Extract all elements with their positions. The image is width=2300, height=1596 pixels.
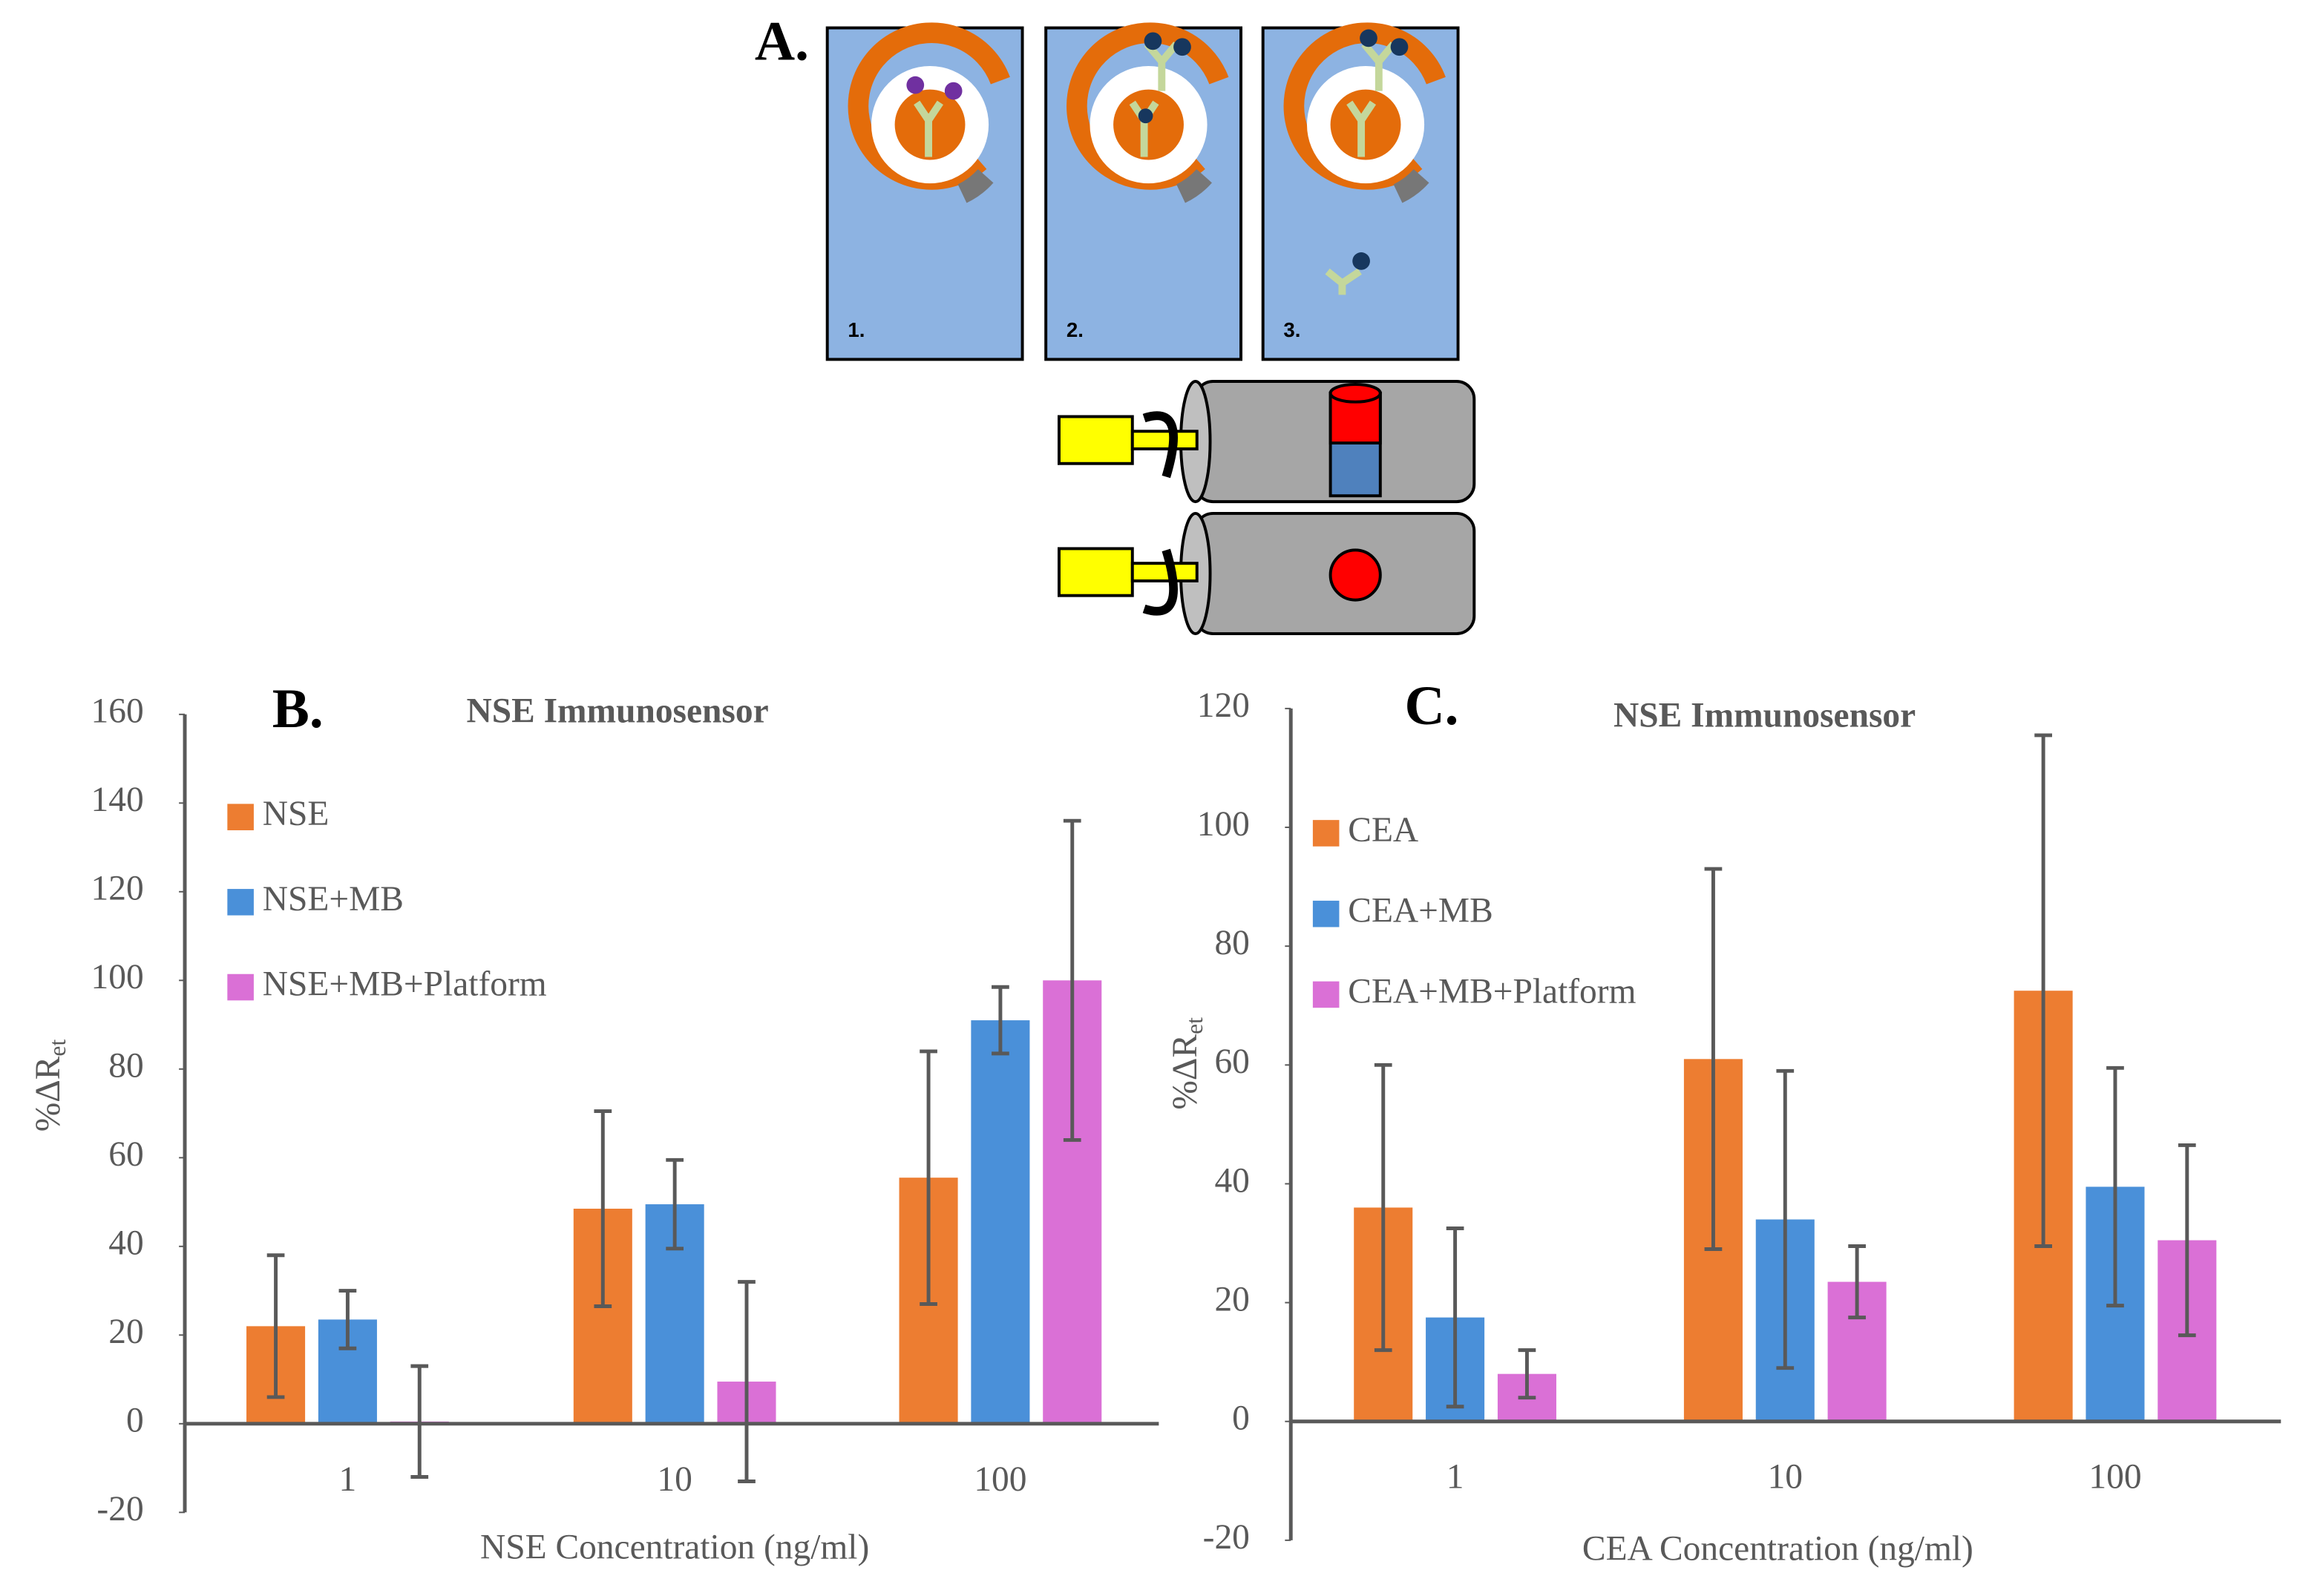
y-tick-label: 0 [126, 1402, 144, 1440]
panel-label: B. [272, 678, 324, 740]
error-bar [1446, 1226, 1464, 1409]
y-axis-label-main: %ΔR [1166, 1034, 1205, 1110]
panel-label: A. [755, 10, 809, 72]
y-tick-label: -20 [96, 1490, 143, 1528]
legend-swatch [227, 973, 254, 1001]
y-tick-label: -20 [1203, 1518, 1250, 1557]
x-axis-label: CEA Concentration (ng/ml) [1582, 1530, 1973, 1569]
y-tick-label: 20 [1214, 1280, 1249, 1318]
y-axis-label: %ΔRet [29, 1040, 71, 1132]
y-axis-label-sub: et [1182, 1017, 1208, 1034]
y-tick-label: 160 [91, 692, 144, 731]
legend-swatch [1312, 820, 1340, 847]
diagram-panel: 1. [825, 22, 1024, 361]
error-bar [920, 1049, 937, 1306]
x-tick-label: 10 [657, 1460, 692, 1499]
panel-number: 1. [848, 318, 865, 341]
panel-number: 3. [1283, 318, 1300, 341]
error-bar [266, 1253, 285, 1399]
error-bar [2178, 1143, 2196, 1338]
error-bar [992, 985, 1009, 1056]
y-tick-label: 140 [91, 781, 144, 819]
legend-label: CEA [1348, 811, 1418, 850]
error-bar [738, 1280, 756, 1483]
error-bar [1776, 1068, 1795, 1370]
y-tick-label: 0 [1232, 1399, 1250, 1438]
y-tick-label: 80 [108, 1047, 143, 1086]
y-tick-label: 80 [1214, 924, 1249, 962]
cylinder [1057, 380, 1476, 504]
y-tick-label: 120 [1197, 686, 1250, 725]
x-tick-label: 100 [2088, 1458, 2141, 1497]
y-tick-label: 20 [108, 1313, 143, 1351]
error-bar [2106, 1065, 2124, 1308]
y-tick-label: 120 [91, 870, 144, 908]
legend-swatch [227, 804, 254, 830]
diagram: A. 1. 2. 3. [755, 10, 1476, 636]
error-bar [666, 1157, 684, 1251]
x-tick-label: 100 [974, 1460, 1026, 1499]
error-bar [1374, 1063, 1392, 1353]
x-tick-label: 10 [1768, 1458, 1803, 1497]
chart-title: NSE Immunosensor [466, 692, 768, 731]
y-tick-label: 40 [108, 1224, 143, 1263]
error-bar [2034, 733, 2052, 1249]
y-tick-label: 60 [1214, 1042, 1249, 1081]
error-bar [338, 1289, 357, 1350]
error-bar [1848, 1244, 1866, 1320]
y-axis-label-sub: et [45, 1040, 71, 1057]
cylinder [1057, 511, 1476, 636]
legend-label: CEA+MB [1348, 892, 1493, 930]
legend-swatch [1312, 900, 1340, 927]
y-axis-label: %ΔRet [1166, 1017, 1208, 1110]
legend-swatch [1312, 981, 1340, 1008]
bar [971, 1020, 1030, 1424]
chart-title: NSE Immunosensor [1613, 697, 1916, 735]
x-axis-label: NSE Concentration (ng/ml) [480, 1528, 869, 1567]
y-tick-label: 60 [108, 1135, 143, 1174]
legend-label: CEA+MB+Platform [1348, 972, 1636, 1011]
panel-label: C. [1404, 675, 1458, 737]
legend-swatch [227, 889, 254, 916]
error-bar [410, 1364, 429, 1479]
error-bar [594, 1109, 612, 1308]
x-tick-label: 1 [1446, 1458, 1464, 1497]
y-tick-label: 100 [91, 958, 144, 996]
y-axis-label-main: %ΔR [29, 1056, 68, 1132]
legend-label: NSE+MB+Platform [263, 965, 547, 1003]
diagram-panel: 3. [1261, 22, 1460, 361]
legend-label: NSE+MB [263, 880, 404, 919]
panel-number: 2. [1067, 318, 1084, 341]
x-tick-label: 1 [339, 1460, 357, 1499]
error-bar [1063, 818, 1081, 1142]
y-tick-label: 100 [1197, 805, 1250, 844]
diagram-panel: 2. [1044, 22, 1243, 361]
y-tick-label: 40 [1214, 1161, 1249, 1200]
legend-label: NSE [263, 795, 330, 833]
error-bar [1518, 1348, 1536, 1400]
error-bar [1704, 867, 1723, 1252]
